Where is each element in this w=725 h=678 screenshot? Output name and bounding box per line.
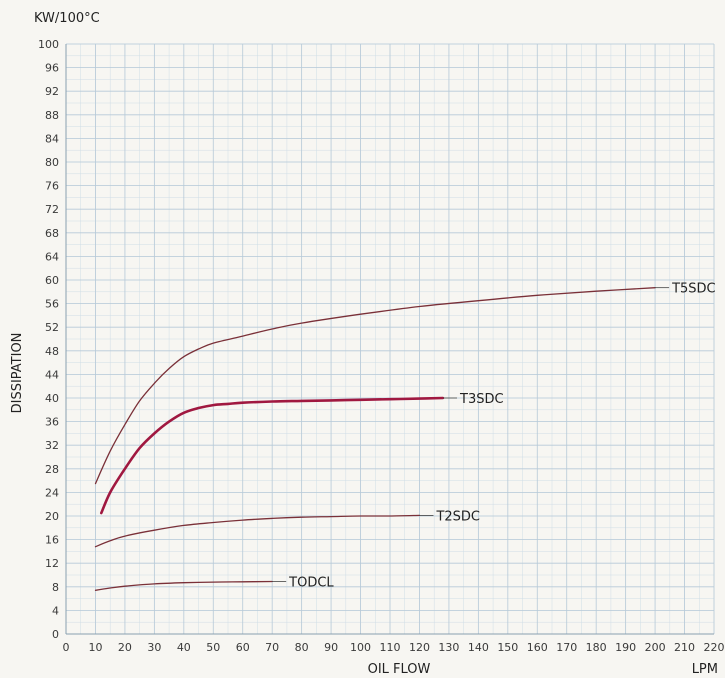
series-line-todcl — [94, 580, 273, 591]
y-tick-label: 80 — [45, 156, 59, 169]
y-tick-label: 28 — [45, 463, 59, 476]
x-tick-label: 190 — [615, 641, 636, 654]
y-tick-label: 0 — [52, 628, 59, 641]
y-tick-label: 8 — [52, 581, 59, 594]
x-tick-label: 130 — [438, 641, 459, 654]
series-line-t3sdc — [100, 396, 445, 515]
y-tick-label: 36 — [45, 416, 59, 429]
series-label-t5sdc: T5SDC — [671, 282, 716, 297]
x-tick-label: 140 — [468, 641, 489, 654]
x-tick-label: 110 — [380, 641, 401, 654]
y-axis-unit: KW/100°C — [34, 11, 100, 26]
x-tick-label: 100 — [350, 641, 371, 654]
x-tick-label: 160 — [527, 641, 548, 654]
y-tick-label: 84 — [45, 132, 59, 145]
x-tick-label: 210 — [674, 641, 695, 654]
y-tick-label: 32 — [45, 439, 59, 452]
x-tick-label: 150 — [497, 641, 518, 654]
y-tick-label: 12 — [45, 557, 59, 570]
y-tick-label: 44 — [45, 368, 59, 381]
y-tick-label: 60 — [45, 274, 59, 287]
x-tick-label: 180 — [586, 641, 607, 654]
y-tick-label: 20 — [45, 510, 59, 523]
y-tick-label: 24 — [45, 486, 59, 499]
y-tick-label: 100 — [38, 38, 59, 51]
series-line-t5sdc — [94, 287, 656, 485]
x-tick-label: 0 — [63, 641, 70, 654]
y-tick-label: 52 — [45, 321, 59, 334]
y-tick-labels: 0481216202428323640444852566064687276808… — [38, 38, 59, 641]
x-tick-label: 50 — [206, 641, 220, 654]
y-tick-label: 88 — [45, 109, 59, 122]
x-tick-labels: 0 10 20 30 40 50 60 70 80 90 100 110 120 130 140 150 160… — [63, 641, 725, 654]
y-tick-label: 76 — [45, 180, 59, 193]
x-tick-label: 170 — [556, 641, 577, 654]
y-tick-label: 64 — [45, 250, 59, 263]
y-axis-title: DISSIPATION — [10, 333, 25, 414]
x-tick-label: 30 — [147, 641, 161, 654]
x-tick-label: 90 — [324, 641, 338, 654]
series-layer — [94, 287, 656, 591]
y-tick-label: 4 — [52, 604, 59, 617]
series-line-t2sdc — [94, 514, 421, 548]
x-tick-label: 70 — [265, 641, 279, 654]
x-axis-title: OIL FLOW — [368, 662, 431, 677]
y-tick-label: 96 — [45, 62, 59, 75]
x-tick-label: 200 — [645, 641, 666, 654]
y-tick-label: 72 — [45, 203, 59, 216]
y-tick-label: 40 — [45, 392, 59, 405]
y-tick-label: 68 — [45, 227, 59, 240]
series-label-t3sdc: T3SDC — [459, 392, 504, 407]
series-label-todcl: TODCL — [288, 575, 334, 590]
series-labels: T5SDC T3SDC T2SDC TODCL — [272, 282, 716, 590]
x-tick-label: 20 — [118, 641, 132, 654]
x-tick-label: 60 — [236, 641, 250, 654]
x-tick-label: 120 — [409, 641, 430, 654]
y-tick-label: 92 — [45, 85, 59, 98]
y-tick-label: 16 — [45, 534, 59, 547]
axes — [65, 44, 714, 635]
x-axis-unit: LPM — [692, 662, 718, 677]
x-tick-label: 40 — [177, 641, 191, 654]
y-tick-label: 48 — [45, 345, 59, 358]
x-tick-label: 220 — [704, 641, 725, 654]
x-tick-label: 80 — [295, 641, 309, 654]
series-label-t2sdc: T2SDC — [435, 509, 480, 524]
x-tick-label: 10 — [88, 641, 102, 654]
y-tick-label: 56 — [45, 298, 59, 311]
